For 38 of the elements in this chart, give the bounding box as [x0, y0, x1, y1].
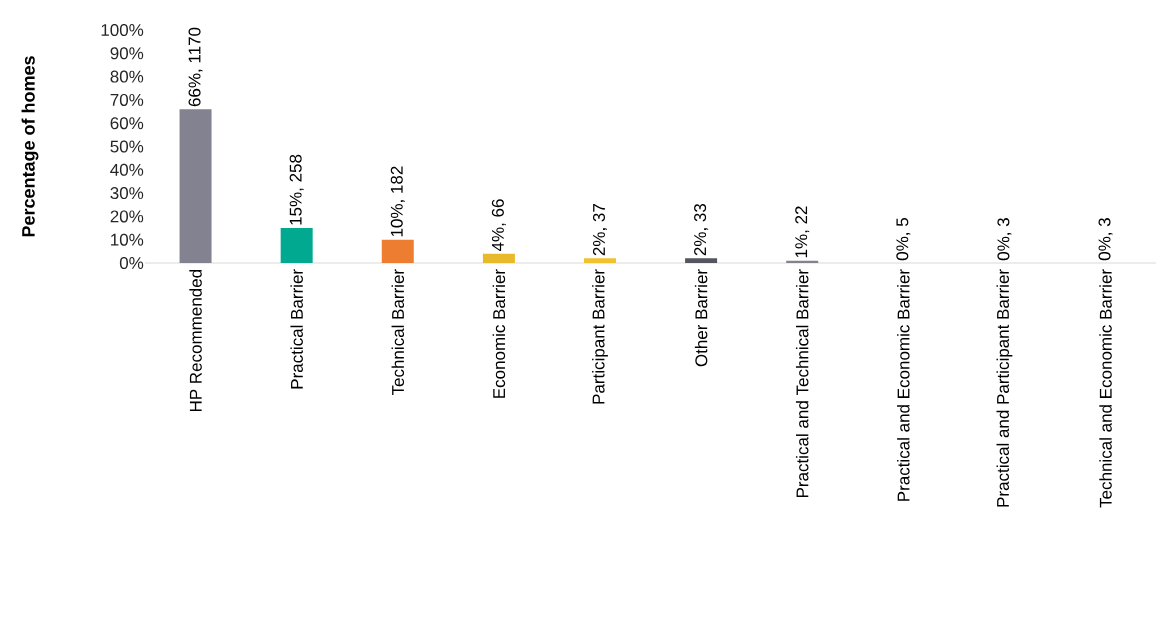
x-tick-label: Practical and Economic Barrier	[897, 269, 910, 501]
x-tick-label: Technical and Economic Barrier	[1099, 269, 1112, 508]
x-tick-label: Practical and Participant Barrier	[996, 269, 1013, 507]
data-label: 2%, 33	[694, 203, 709, 256]
y-tick-label: 30%	[110, 187, 144, 200]
data-label: 4%, 66	[491, 199, 506, 252]
y-tick-label: 40%	[110, 163, 144, 176]
x-tick-label: Other Barrier	[694, 269, 708, 367]
data-label: 10%, 182	[390, 166, 405, 237]
bar	[583, 258, 616, 263]
y-tick-label: 100%	[101, 23, 144, 37]
y-tick-label: 10%	[111, 233, 144, 246]
x-tick-label: Economic Barrier	[492, 269, 506, 398]
y-tick-label: 70%	[110, 93, 144, 106]
x-tick-label: HP Recommended	[189, 270, 202, 412]
bar	[280, 228, 313, 263]
y-axis-title: Percentage of homes	[21, 56, 39, 237]
bar	[482, 253, 515, 263]
data-label: 1%, 22	[795, 206, 810, 258]
x-tick-label: Technical Barrier	[391, 269, 405, 396]
y-tick-label: 60%	[110, 117, 144, 130]
bar	[381, 239, 414, 263]
x-tick-label: Practical and Technical Barrier	[795, 269, 809, 498]
x-tick-label: Participant Barrier	[592, 269, 608, 404]
y-tick-label: 20%	[110, 210, 144, 223]
x-tick-label: Practical Barrier	[290, 269, 303, 389]
data-label: 0%, 3	[997, 218, 1012, 261]
data-label: 15%, 258	[289, 154, 304, 225]
data-label: 66%, 1170	[188, 27, 203, 107]
data-label: 2%, 37	[592, 204, 608, 256]
y-tick-label: 80%	[110, 70, 144, 83]
y-tick-label: 50%	[110, 140, 144, 153]
bar	[685, 258, 718, 263]
data-label: 0%, 3	[1098, 218, 1113, 261]
y-tick-label: 90%	[110, 47, 144, 60]
bar	[179, 109, 212, 263]
y-tick-label: 0%	[119, 256, 144, 270]
data-label: 0%, 5	[896, 218, 911, 261]
